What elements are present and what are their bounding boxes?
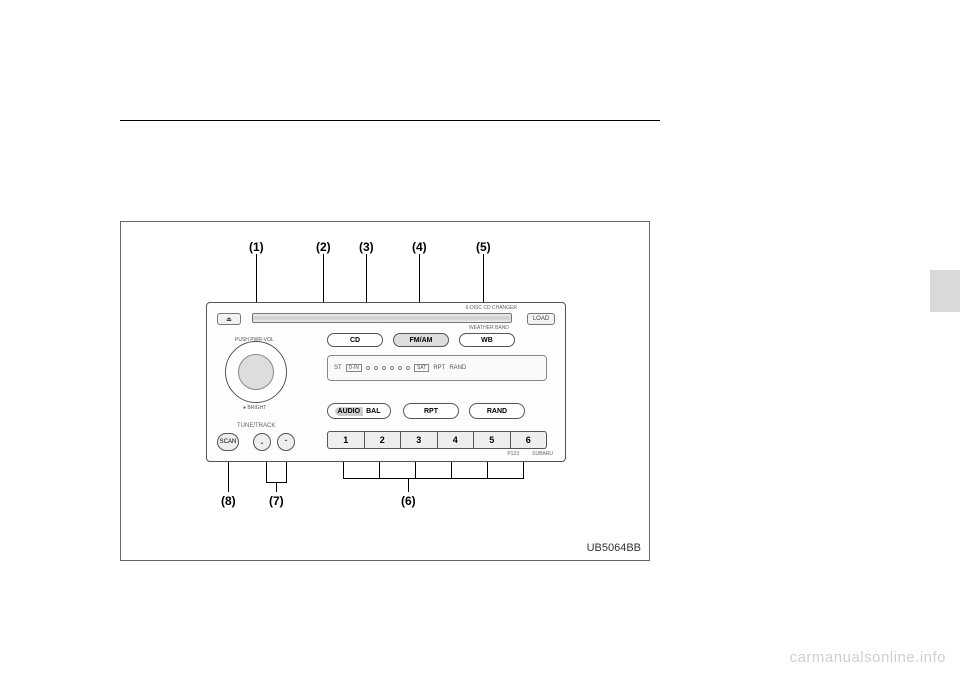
tune-up-button[interactable]: ⌃ [277, 433, 295, 451]
disc-changer-label: 6-DISC CD CHANGER [466, 305, 517, 311]
callout-2: (2) [316, 240, 331, 254]
preset-4[interactable]: 4 [438, 431, 475, 449]
scan-label: SCAN [220, 439, 237, 445]
leader-6-bracket [343, 478, 524, 479]
radio-figure: (1) (2) (3) (4) (5) (8) (7) (6) [120, 221, 650, 561]
radio-unit: ⏏ LOAD 6-DISC CD CHANGER CD FM/AM WB WEA… [206, 302, 566, 462]
audio-bal-button[interactable]: AUDIO BAL [327, 403, 391, 419]
page-content: (1) (2) (3) (4) (5) (8) (7) (6) [120, 120, 660, 561]
chevron-down-icon: ⌄ [259, 439, 264, 446]
rand-label: RAND [487, 408, 507, 415]
model-label: P123 [507, 451, 519, 457]
load-label: LOAD [533, 316, 549, 322]
callout-6: (6) [401, 494, 416, 508]
preset-row: 1 2 3 4 5 6 [327, 431, 547, 449]
preset-3[interactable]: 3 [401, 431, 438, 449]
lcd-sat: SAT [414, 364, 429, 372]
preset-6[interactable]: 6 [511, 431, 548, 449]
eject-button[interactable]: ⏏ [217, 313, 241, 325]
callout-3: (3) [359, 240, 374, 254]
callout-1: (1) [249, 240, 264, 254]
preset-2[interactable]: 2 [365, 431, 402, 449]
lcd-rpt: RPT [433, 365, 445, 371]
lcd-st: ST [334, 365, 342, 371]
preset-5[interactable]: 5 [474, 431, 511, 449]
power-volume-knob[interactable] [225, 341, 287, 403]
callout-7: (7) [269, 494, 284, 508]
fmam-label: FM/AM [410, 337, 433, 344]
lcd-rand: RAND [449, 365, 466, 371]
disc-slot[interactable] [252, 313, 512, 323]
callout-5: (5) [476, 240, 491, 254]
tune-track-label: TUNE/TRACK [237, 423, 275, 429]
rpt-button[interactable]: RPT [403, 403, 459, 419]
audio-label: AUDIO [335, 407, 364, 416]
scan-button[interactable]: SCAN [217, 433, 239, 451]
page-edge-tab [930, 270, 960, 312]
leader-6-stem [408, 478, 409, 492]
load-button[interactable]: LOAD [527, 313, 555, 325]
header-rule [120, 120, 660, 121]
eject-icon: ⏏ [226, 316, 232, 323]
rpt-label: RPT [424, 408, 438, 415]
cd-label: CD [350, 337, 360, 344]
brand-label: SUBARU [532, 451, 553, 457]
tune-down-button[interactable]: ⌄ [253, 433, 271, 451]
display-screen: ST D-IN SAT RPT RAND [327, 355, 547, 381]
callout-8: (8) [221, 494, 236, 508]
watermark: carmanualsonline.info [790, 649, 946, 666]
figure-code: UB5064BB [587, 542, 641, 554]
chevron-up-icon: ⌃ [283, 439, 288, 446]
fmam-button[interactable]: FM/AM [393, 333, 449, 347]
wb-label: WB [481, 337, 493, 344]
bal-label: BAL [363, 407, 383, 416]
weather-band-label: WEATHER BAND [469, 325, 509, 331]
wb-button[interactable]: WB [459, 333, 515, 347]
leader-7-stem [276, 482, 277, 492]
knob-inner [238, 354, 274, 390]
knob-bottom-label: ● BRIGHT [243, 405, 266, 411]
rand-button[interactable]: RAND [469, 403, 525, 419]
callout-4: (4) [412, 240, 427, 254]
cd-button[interactable]: CD [327, 333, 383, 347]
knob-top-label: PUSH PWR-VOL [235, 337, 274, 343]
preset-1[interactable]: 1 [327, 431, 365, 449]
